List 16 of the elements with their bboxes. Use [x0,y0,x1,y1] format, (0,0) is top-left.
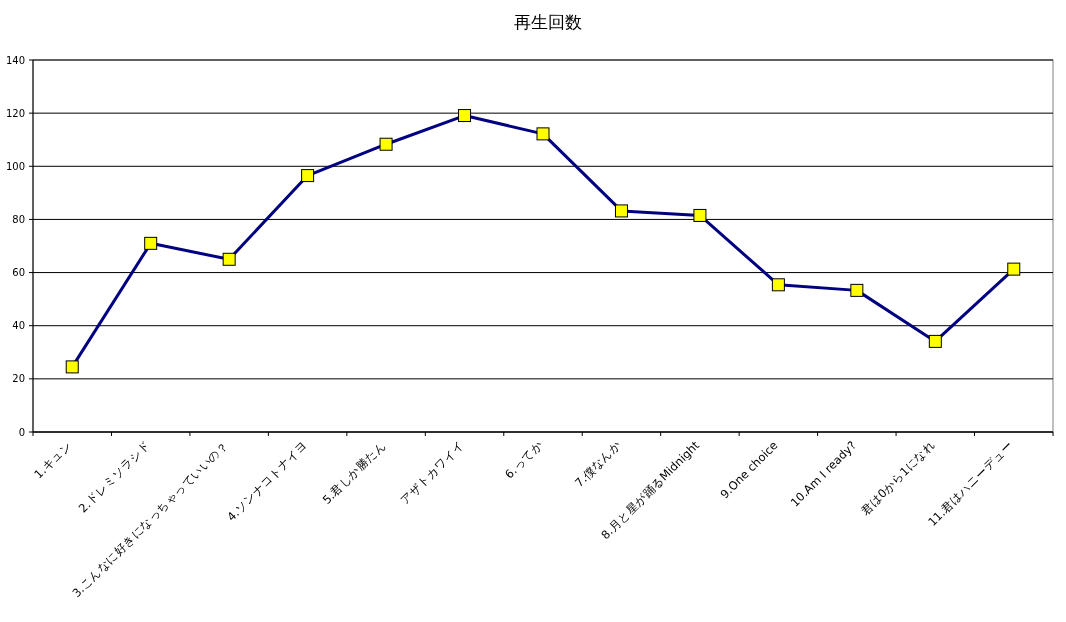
chart-title: 再生回数 [514,12,582,32]
y-tick-label: 100 [5,160,25,172]
x-tick-label: 1.キュン [31,438,75,482]
y-tick-label: 0 [18,426,25,438]
x-tick-label: 4.ソンナコトナイヨ [224,438,310,524]
x-tick-label: 5.君しか勝たん [319,438,389,507]
y-tick-label: 40 [12,320,25,332]
x-tick-label: 7.僕なんか [571,438,624,490]
y-tick-label: 60 [12,267,25,279]
y-tick-label: 120 [5,107,25,119]
y-tick-label: 20 [12,373,25,385]
x-tick-label: アザトカワイイ [397,438,467,508]
x-tick-label: 6.ってか [502,438,546,482]
y-tick-label: 140 [5,54,25,66]
x-tick-label: 2.ドレミソラシド [75,438,153,516]
y-tick-label: 80 [12,213,25,225]
